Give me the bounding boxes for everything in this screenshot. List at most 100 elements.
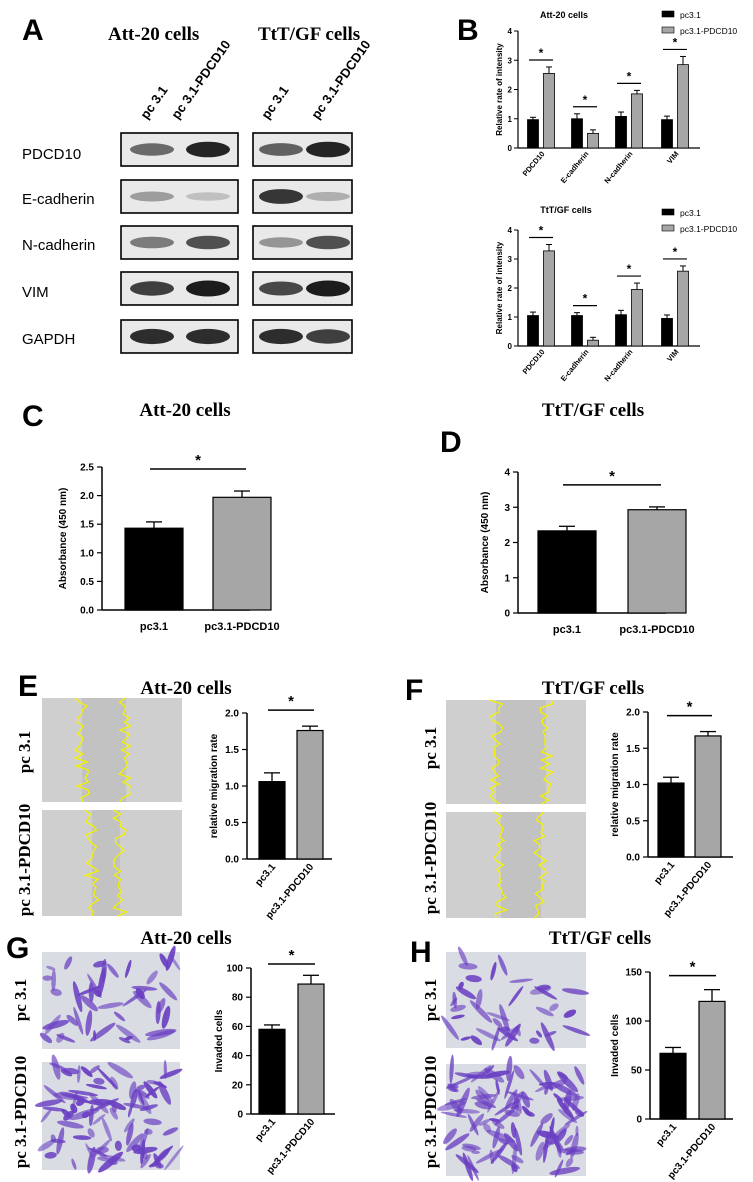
stained-cell xyxy=(51,969,56,992)
stained-cell xyxy=(548,1079,568,1090)
stained-cell xyxy=(441,1015,459,1040)
stained-cell xyxy=(511,1155,524,1164)
y-tick-label: 3 xyxy=(508,56,513,65)
y-axis-label: Absorbance (450 nm) xyxy=(58,488,69,590)
stained-cell xyxy=(538,1081,555,1086)
y-axis-label: Relative rate of intensity xyxy=(495,43,504,136)
chart-title-c: Att-20 cells xyxy=(139,400,230,421)
y-tick-label: 1.5 xyxy=(80,520,94,531)
y-tick-label: 1.5 xyxy=(626,744,640,755)
x-tick-label: VIM xyxy=(665,348,680,364)
chart-title-h: TtT/GF cells xyxy=(549,928,651,949)
stained-cell xyxy=(549,1003,559,1012)
image-row-label: pc 3.1-PDCD10 xyxy=(421,802,440,914)
stained-cell xyxy=(504,1109,520,1117)
y-tick-label: 2 xyxy=(508,86,513,95)
stained-cell xyxy=(40,1109,52,1123)
blot-title-att20: Att-20 cells xyxy=(108,24,199,45)
blot-band xyxy=(130,328,174,345)
blot-band xyxy=(259,189,303,204)
x-tick-label: pc3.1 xyxy=(253,1117,278,1144)
stained-cell xyxy=(127,1104,133,1118)
image-row-label: pc 3.1-PDCD10 xyxy=(421,1056,440,1168)
stained-cell xyxy=(89,1065,100,1074)
stained-cell xyxy=(521,1105,532,1117)
bar xyxy=(615,116,627,149)
stained-cell xyxy=(540,1113,553,1125)
y-tick-label: 0 xyxy=(636,1115,642,1126)
stained-cell xyxy=(453,1108,481,1114)
bar xyxy=(124,527,184,611)
y-tick-label: 2 xyxy=(504,538,510,549)
lane-label: pc 3.1-PDCD10 xyxy=(308,37,373,121)
significance-star: * xyxy=(195,452,201,469)
stained-cell xyxy=(483,1123,492,1133)
stained-cell xyxy=(143,1081,158,1099)
stained-cell xyxy=(152,1081,167,1088)
stained-cell xyxy=(564,1110,588,1126)
y-tick-label: 100 xyxy=(226,964,243,975)
stained-cell xyxy=(484,1070,511,1078)
blot-row-label: N-cadherin xyxy=(22,237,95,254)
bar xyxy=(212,496,272,611)
blot-band xyxy=(259,143,303,156)
stained-cell xyxy=(73,1006,84,1035)
stained-cell xyxy=(71,1158,77,1170)
y-tick-label: 4 xyxy=(504,468,510,479)
stained-cell xyxy=(565,1157,574,1168)
stained-cell xyxy=(53,1092,84,1101)
x-tick-label: PDCD10 xyxy=(521,150,547,178)
y-tick-label: 150 xyxy=(625,968,642,979)
stained-cell xyxy=(471,1150,481,1155)
stained-cell xyxy=(475,989,483,1010)
scratch-images-f xyxy=(446,699,586,919)
stained-cell xyxy=(88,982,94,1003)
stained-cell xyxy=(63,1067,80,1075)
chart-e: 0.0 0.5 1.0 1.5 2.0 relative migration rate pc… xyxy=(209,693,332,921)
blot-band xyxy=(306,191,350,202)
blot-band xyxy=(130,191,174,202)
scratch-images-e xyxy=(42,697,182,917)
stained-cell xyxy=(85,1143,94,1158)
y-tick-label: 0.5 xyxy=(80,577,94,588)
y-tick-label: 0.0 xyxy=(225,855,239,866)
stained-cell xyxy=(145,1028,177,1037)
stained-cell xyxy=(470,1035,483,1046)
western-blot-images xyxy=(120,132,353,354)
stained-cell xyxy=(143,1118,162,1126)
stained-cell xyxy=(549,1117,555,1138)
stained-cell xyxy=(107,1062,134,1079)
stained-cell xyxy=(85,1083,108,1090)
stained-cell xyxy=(514,1127,523,1156)
blot-box xyxy=(120,179,239,214)
y-tick-label: 0 xyxy=(504,609,510,620)
legend-label: pc3.1-PDCD10 xyxy=(680,26,737,36)
y-tick-label: 4 xyxy=(508,27,513,36)
blot-band xyxy=(306,141,350,158)
stained-cell xyxy=(444,1098,468,1106)
stained-cell xyxy=(87,1146,96,1174)
stained-cell xyxy=(530,1122,544,1147)
significance-star: * xyxy=(583,93,588,107)
stained-cell xyxy=(159,982,178,1001)
bar xyxy=(587,339,599,347)
stained-cell xyxy=(490,1141,508,1164)
lane-label: pc 3.1 xyxy=(137,83,170,122)
chart-b-tttgf: 0 1 2 3 4 Relative rate of intensity TtT/GF ce… xyxy=(495,205,737,383)
wound-edge-line xyxy=(539,699,555,805)
stained-cell xyxy=(113,1011,126,1022)
bar xyxy=(543,73,555,149)
stained-cell xyxy=(161,1005,171,1029)
stained-cell xyxy=(138,1089,150,1099)
y-axis-label: Absorbance (450 nm) xyxy=(480,492,491,594)
blot-band xyxy=(130,281,174,296)
stained-cell xyxy=(146,970,158,985)
chart-title: Att-20 cells xyxy=(540,10,588,20)
chart-title-e: Att-20 cells xyxy=(140,678,231,699)
y-tick-label: 1.5 xyxy=(225,745,239,756)
stained-cell xyxy=(457,946,468,966)
stained-cell xyxy=(564,1135,574,1146)
